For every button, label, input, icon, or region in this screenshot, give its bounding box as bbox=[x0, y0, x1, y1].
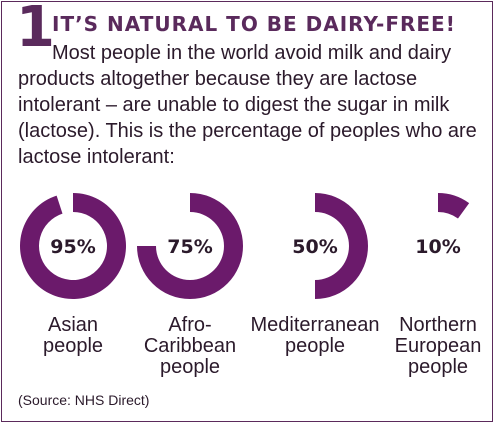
category-label: Caribbean bbox=[144, 335, 236, 357]
donut-value-label: 75% bbox=[167, 236, 212, 258]
donut-value-label: 10% bbox=[415, 236, 460, 258]
lactose-intolerance-donut-chart: 95%Asianpeople75%Afro-Caribbeanpeople50%… bbox=[20, 193, 482, 378]
category-label: people bbox=[160, 356, 220, 378]
donut-segment bbox=[20, 193, 127, 299]
section-number: 1 bbox=[16, 0, 55, 60]
category-label: European bbox=[395, 335, 482, 357]
donut-segment bbox=[315, 193, 368, 299]
donut-segment bbox=[137, 193, 243, 299]
source-note: (Source: NHS Direct) bbox=[18, 392, 150, 408]
category-label: people bbox=[285, 335, 345, 357]
donut-value-label: 95% bbox=[50, 236, 95, 258]
category-label: Northern bbox=[399, 314, 477, 336]
category-label: people bbox=[408, 356, 468, 378]
intro-paragraph: Most people in the world avoid milk and … bbox=[18, 40, 488, 170]
donut-segment bbox=[438, 193, 470, 219]
donut-value-label: 50% bbox=[292, 236, 337, 258]
intro-text: Most people in the world avoid milk and … bbox=[18, 42, 477, 168]
category-label: Mediterranean bbox=[251, 314, 380, 336]
section-title: IT’S NATURAL TO BE DAIRY-FREE! bbox=[52, 12, 456, 36]
category-label: Asian bbox=[48, 314, 98, 336]
category-label: people bbox=[43, 335, 103, 357]
category-label: Afro- bbox=[168, 314, 211, 336]
